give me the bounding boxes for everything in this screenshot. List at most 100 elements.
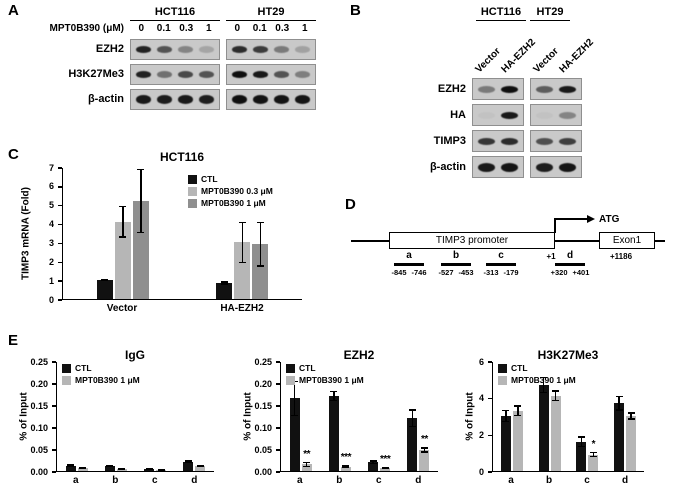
blot-lane <box>498 105 521 125</box>
error-bar-cap <box>627 412 635 414</box>
bar-group-HA-EZH2 <box>216 168 269 299</box>
blot-lane <box>292 40 313 59</box>
blot-lane <box>498 79 521 99</box>
y-tick-label: 2 <box>48 256 54 267</box>
treatment-label: MPT0B390 (μM) <box>49 23 124 34</box>
legend-item: MPT0B390 1 μM <box>188 198 273 208</box>
error-bar <box>372 460 374 465</box>
blot-band <box>558 111 577 119</box>
y-tick-label: 5 <box>48 200 54 211</box>
y-tick-label: 4 <box>478 393 484 404</box>
x-tick-label: HA-EZH2 <box>220 303 264 314</box>
bar-group-a <box>65 362 88 471</box>
bar <box>234 242 251 299</box>
blot-lane <box>292 90 313 109</box>
chip-region-a: a -845 -746 <box>384 250 434 277</box>
bar-group-d <box>614 362 637 471</box>
bar <box>65 465 76 471</box>
error-bar <box>580 436 583 448</box>
legend-label: CTL <box>511 363 528 373</box>
bar <box>550 395 561 471</box>
bar-group-b: *** <box>328 362 351 471</box>
error-bar <box>592 451 595 458</box>
dose-label: 0.1 <box>252 23 267 34</box>
y-tick-label: 0.15 <box>254 400 272 411</box>
chip-region-c: c -313 -179 <box>476 250 526 277</box>
bar <box>252 244 269 299</box>
cell-line-header-ht29: HT29 <box>226 6 316 21</box>
bar <box>328 396 339 471</box>
bar-slot <box>96 168 113 299</box>
error-bar <box>505 409 507 423</box>
error-bar-cap <box>420 447 428 449</box>
blot-membrane <box>472 78 524 100</box>
blot-row-label: TIMP3 <box>433 134 466 147</box>
blot-row-label: H3K27Me3 <box>68 68 124 80</box>
bar <box>301 464 312 471</box>
error-bar-cap <box>615 395 623 398</box>
blot-lane <box>229 65 250 84</box>
cell-line-header-hct116: HCT116 <box>476 6 526 21</box>
blot-membrane <box>530 130 582 152</box>
blot-lane <box>250 40 271 59</box>
error-bar-cap <box>589 451 597 454</box>
lane-label: Vector <box>531 45 561 76</box>
bar <box>614 403 625 471</box>
y-tick-label: 0.15 <box>30 400 48 411</box>
blot-lane <box>475 131 498 151</box>
region-bar <box>486 263 516 266</box>
y-tick-mark <box>58 280 62 282</box>
blot-membrane <box>130 64 220 85</box>
blot-band <box>198 71 215 78</box>
error-bar-cap <box>106 465 114 467</box>
blot-lane <box>556 105 579 125</box>
blot-membrane <box>130 39 220 60</box>
panel-label-a: A <box>8 2 19 19</box>
bar-group-a <box>500 362 523 471</box>
error-bar-cap <box>514 405 522 407</box>
bar-slot <box>538 362 549 471</box>
bar-slot <box>368 362 379 471</box>
blot-band <box>477 162 496 172</box>
bar <box>626 416 637 471</box>
bar-slot <box>104 362 115 471</box>
y-tick-label: 0.25 <box>254 356 272 367</box>
x-tick-label: b <box>112 475 119 486</box>
y-tick-label: 4 <box>48 219 54 230</box>
legend-swatch <box>498 375 507 385</box>
dose-labels: 0 0.1 0.3 1 <box>226 23 316 34</box>
bar <box>116 468 127 471</box>
blot-lane <box>175 65 196 84</box>
lane-label: HA-EZH2 <box>499 36 538 76</box>
blot-lane <box>498 131 521 151</box>
error-bar-cap <box>196 465 204 468</box>
blot-band <box>231 95 248 104</box>
legend-item: MPT0B390 1 μM <box>498 375 576 385</box>
bar-slot <box>626 362 637 471</box>
legend-item: CTL <box>286 363 364 373</box>
lane-label: Vector <box>473 45 503 76</box>
region-coordinates: -527 -453 <box>438 268 474 277</box>
blot-lane <box>196 65 217 84</box>
bar-group-Vector <box>96 168 149 299</box>
tss-position-label: +1 <box>546 252 556 261</box>
y-tick-mark <box>52 383 56 385</box>
blot-membrane <box>530 104 582 126</box>
y-tick-label: 0.25 <box>30 356 48 367</box>
error-bar-cap <box>330 399 338 402</box>
error-bar-cap <box>220 281 228 283</box>
blot-band <box>500 137 519 145</box>
legend-swatch <box>188 174 197 184</box>
bar <box>195 466 206 471</box>
bar-slot <box>328 362 339 471</box>
blot-lane <box>229 40 250 59</box>
blot-band <box>536 112 553 119</box>
y-tick-label: 0.05 <box>30 444 48 455</box>
error-bar <box>223 281 225 285</box>
error-bar-cap <box>342 465 350 467</box>
blot-lane <box>154 40 175 59</box>
blot-band <box>135 46 152 53</box>
y-tick-mark <box>58 186 62 188</box>
blot-band <box>156 95 173 104</box>
bar-group-c: * <box>576 362 599 471</box>
